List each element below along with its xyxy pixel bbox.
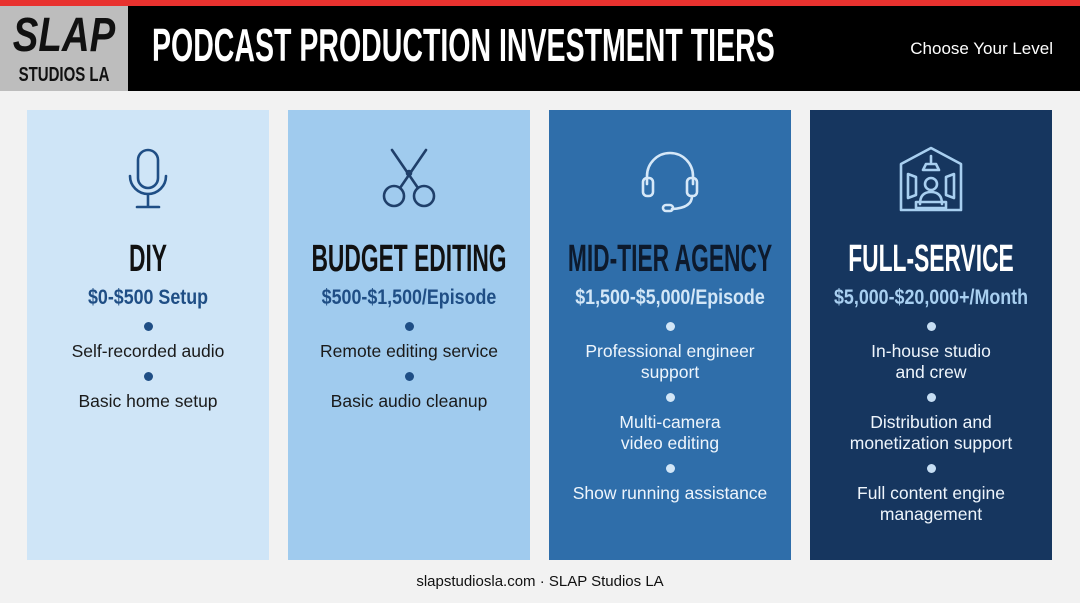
icon-graphic [899, 146, 963, 212]
tier-item: Remote editing service [320, 341, 498, 362]
tier-icon [374, 144, 444, 219]
bullet-dot [143, 322, 153, 331]
tier-price: $5,000-$20,000+/Month [834, 286, 1028, 309]
tier-card: FULL-SERVICE $5,000-$20,000+/Month In-hous… [810, 110, 1052, 560]
bullet-dot [665, 464, 675, 473]
tier-name: BUDGET EDITING [311, 238, 507, 280]
item-line: monetization support [849, 433, 1013, 453]
tier-name: DIY [128, 238, 168, 280]
bullet-dot [926, 322, 936, 331]
bullet-dot [404, 372, 414, 381]
tier-name: FULL-SERVICE [848, 238, 1014, 280]
subtitle: Choose Your Level [910, 39, 1053, 58]
bullet-dot [665, 393, 675, 402]
footer: slapstudiosla.com · SLAP Studios LA [416, 573, 664, 590]
tier-items: Self-recorded audio Basic home setup [27, 322, 269, 422]
logo: SLAP STUDIOS LA [0, 6, 128, 91]
tier-icon [896, 144, 966, 219]
icon-graphic [641, 151, 699, 213]
top-stripe [0, 0, 1080, 6]
title: PODCAST PRODUCTION INVESTMENT TIERS [152, 19, 775, 71]
item-line: Basic audio cleanup [330, 391, 488, 411]
item-line: Full content engine [857, 483, 1005, 503]
tier-item: Basic audio cleanup [331, 391, 488, 412]
logo-top: SLAP [12, 9, 116, 62]
tier-item: Self-recorded audio [72, 341, 225, 362]
tier-icon [635, 144, 705, 219]
header-bar [0, 6, 1080, 91]
logo-bottom: STUDIOS LA [18, 64, 110, 86]
bullet-dot [143, 372, 153, 381]
tier-card: DIY $0-$500 Setup Self-recorded audio Basic… [27, 110, 269, 560]
item-line: support [640, 362, 700, 382]
tier-price: $0-$500 Setup [87, 286, 209, 309]
tier-card: MID-TIER AGENCY $1,500-$5,000/Episode Prof… [549, 110, 791, 560]
item-line: and crew [895, 362, 967, 382]
tier-item: In-house studio and crew [871, 341, 991, 383]
tier-card: BUDGET EDITING $500-$1,500/Episode Remote … [288, 110, 530, 560]
bullet-dot [404, 322, 414, 331]
tier-item: Show running assistance [573, 483, 768, 504]
bullet-dot [926, 464, 936, 473]
item-line: Professional engineer [585, 341, 755, 361]
tier-item: Multi-camera video editing [619, 412, 720, 454]
item-line: Multi-camera [619, 412, 721, 432]
tier-items: In-house studio and crew Distribution and m… [810, 322, 1052, 535]
tier-items: Remote editing service Basic audio cleanu… [288, 322, 530, 422]
tier-price: $1,500-$5,000/Episode [575, 286, 765, 309]
item-line: Distribution and [870, 412, 992, 432]
item-line: Remote editing service [320, 341, 498, 361]
tier-items: Professional engineer support Multi-camera… [549, 322, 791, 514]
item-line: In-house studio [871, 341, 991, 361]
icon-graphic [128, 148, 168, 209]
bullet-dot [926, 393, 936, 402]
tier-item: Full content engine management [857, 483, 1005, 525]
tier-price: $500-$1,500/Episode [321, 286, 497, 309]
tier-item: Professional engineer support [585, 341, 754, 383]
tier-name: MID-TIER AGENCY [567, 238, 773, 280]
item-line: Basic home setup [78, 391, 218, 411]
item-line: video editing [620, 433, 720, 453]
tier-item: Distribution and monetization support [850, 412, 1012, 454]
tier-icon [113, 144, 183, 219]
item-line: Self-recorded audio [71, 341, 225, 361]
bullet-dot [665, 322, 675, 331]
icon-graphic [382, 148, 436, 208]
item-line: Show running assistance [572, 483, 768, 503]
item-line: management [879, 504, 983, 524]
tier-item: Basic home setup [78, 391, 217, 412]
